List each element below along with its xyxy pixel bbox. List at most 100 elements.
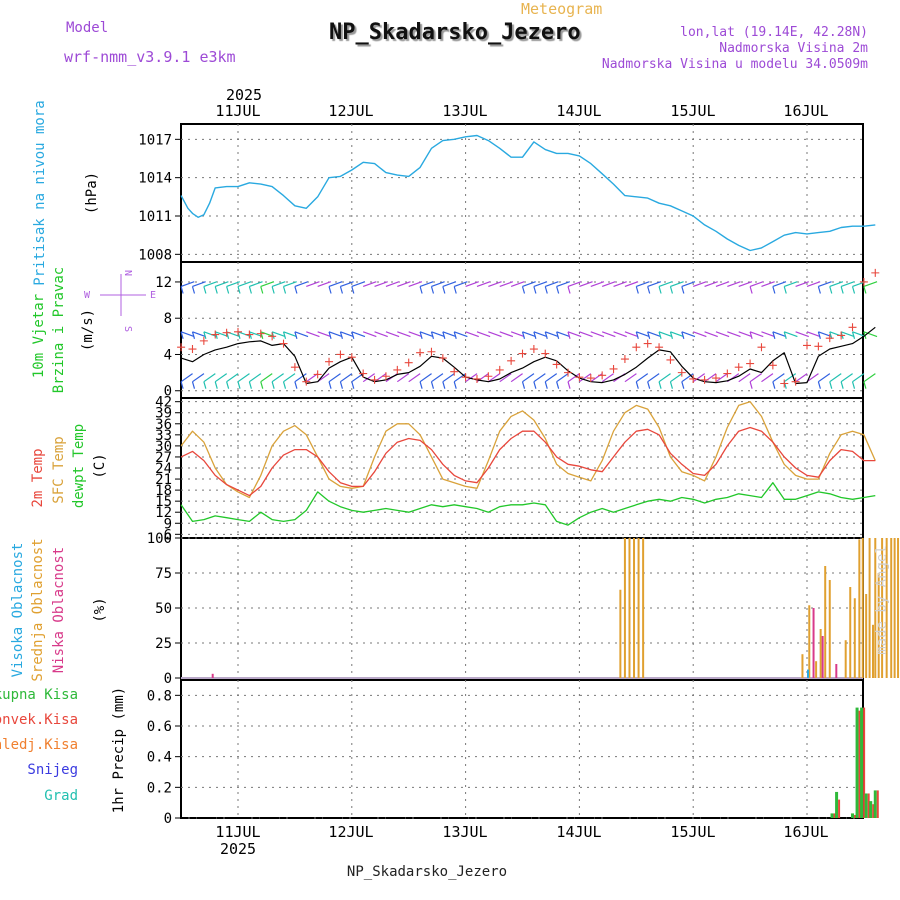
wind-barb — [237, 281, 252, 288]
compass-west-label: W — [84, 290, 91, 301]
cloud-ylabel: (%) — [92, 597, 108, 622]
y-tick-label: 1017 — [138, 132, 172, 148]
wind-barb — [852, 331, 866, 338]
high-cloud-title: Visoka Oblacnost — [10, 543, 26, 678]
conv-precip-bar — [838, 799, 841, 818]
wind-barb-feather — [817, 331, 821, 339]
low-cloud-title: Niska Oblacnost — [51, 547, 67, 673]
wind-gust-marker — [461, 373, 470, 382]
wind-barb-feather — [282, 381, 287, 389]
wind-barb — [249, 281, 263, 288]
wind-barb — [454, 281, 468, 288]
wind-barb — [499, 373, 512, 383]
wind-barb — [829, 281, 844, 288]
wind-barb-feather — [442, 331, 446, 339]
wind-barb — [670, 373, 683, 383]
wind-barb-feather — [453, 286, 457, 294]
wind-barb — [670, 281, 684, 288]
top-tick-label: 16JUL — [783, 102, 828, 120]
wind-barb-feather — [191, 381, 196, 389]
wind-barb — [863, 281, 878, 288]
wind-barb — [294, 281, 309, 288]
hail-title: Grad — [44, 788, 78, 804]
watermark: made by Angel — [874, 545, 890, 655]
wind-barb — [636, 331, 650, 338]
wind-gust-marker — [677, 368, 686, 377]
wind-barb — [317, 281, 332, 288]
wind-barb — [283, 281, 297, 288]
wind-gust-marker — [495, 365, 504, 374]
y-tick-label: 27 — [155, 450, 172, 466]
frozen-precip-title: Zaledj.Kisa — [0, 737, 78, 753]
wind-gust-marker — [871, 268, 880, 277]
wind-barb — [829, 373, 842, 383]
top-year-label: 2025 — [226, 86, 262, 104]
wind-barb — [510, 331, 525, 338]
wind-barb-feather — [567, 286, 571, 294]
wind-barb — [499, 281, 514, 288]
temp2m-title: 2m Temp — [30, 448, 46, 507]
wind-barb — [738, 281, 753, 288]
wind-gust-marker — [245, 330, 254, 339]
wind-barb-feather — [191, 286, 196, 294]
wind-barb — [351, 281, 366, 288]
wind-barb-feather — [180, 381, 184, 389]
temp-panel-frame — [180, 397, 864, 539]
wind-barb — [818, 281, 832, 288]
wind-barb — [180, 373, 193, 383]
wind-gust-marker — [655, 343, 664, 352]
wind-barb-feather — [328, 381, 332, 389]
wind-gust-marker — [290, 363, 299, 372]
wind-barb-feather — [556, 381, 560, 389]
wind-barb-feather — [635, 286, 639, 294]
total-precip-bar — [869, 801, 873, 818]
wind-barb — [795, 331, 809, 338]
wind-barb — [385, 331, 400, 338]
wind-barb — [522, 281, 536, 288]
wind-barb — [294, 331, 309, 338]
wind-barb — [465, 281, 479, 288]
wind-barb-feather — [669, 286, 674, 294]
meteogram-label: Meteogram — [521, 0, 603, 18]
top-tick-label: 15JUL — [670, 102, 715, 120]
wind-barb — [601, 331, 616, 338]
total-precip-bar — [873, 790, 877, 818]
conv-precip-title: Konvek.Kisa — [0, 712, 78, 728]
wind-gust-marker — [564, 368, 573, 377]
wind-barb — [374, 331, 388, 338]
y-tick-label: 0 — [164, 811, 172, 827]
wind-barb-feather — [863, 381, 867, 389]
wind-barb-feather — [851, 331, 856, 339]
wind-barb — [431, 373, 444, 383]
wind-barb — [465, 373, 478, 383]
wind-barb-feather — [282, 286, 287, 294]
wind-barb — [579, 281, 593, 288]
wind-barb — [226, 281, 240, 288]
wind-barb — [431, 331, 445, 338]
wind-barb — [431, 281, 445, 288]
wind-barb — [419, 281, 434, 288]
y-tick-label: 33 — [155, 428, 172, 444]
wind-barb — [647, 331, 662, 338]
wind-gust-marker — [780, 379, 789, 388]
wind-barb — [510, 281, 525, 288]
wind-gust-marker — [507, 356, 516, 365]
wind-barb — [362, 331, 377, 338]
wind-barb-feather — [635, 331, 639, 339]
wind-gust-marker — [450, 367, 459, 376]
total-precip-bar — [864, 793, 868, 818]
wind-barb — [192, 281, 206, 288]
wind-gust-marker — [279, 339, 288, 348]
wind-barb — [772, 373, 785, 383]
wind-barb — [306, 281, 320, 288]
top-tick-label: 13JUL — [442, 102, 487, 120]
wind-barb-feather — [430, 286, 435, 294]
wind-gust-marker — [598, 371, 607, 380]
wind-barb — [818, 373, 831, 383]
wind-barb-feather — [419, 286, 423, 294]
wind-barb — [522, 373, 535, 383]
wind-gust-marker — [177, 343, 186, 352]
wind-barb-feather — [180, 286, 184, 294]
wind-barb-feather — [669, 381, 674, 389]
